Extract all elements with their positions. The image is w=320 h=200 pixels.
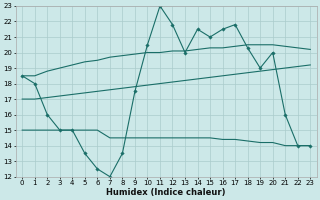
X-axis label: Humidex (Indice chaleur): Humidex (Indice chaleur): [107, 188, 226, 197]
